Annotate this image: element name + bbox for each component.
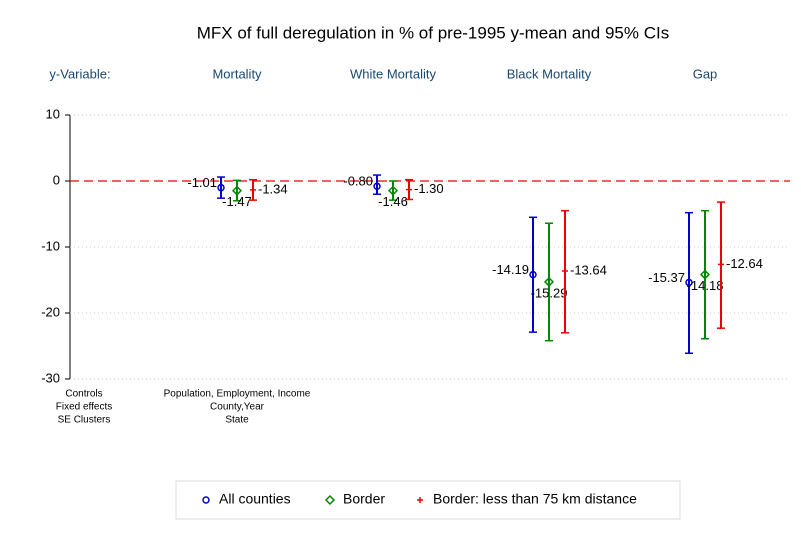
value-label: -1.46	[378, 194, 408, 209]
value-label: -13.64	[570, 262, 607, 277]
y-tick-label: -20	[41, 304, 60, 319]
header-label: y-Variable:	[49, 66, 110, 81]
note-value: State	[225, 415, 249, 426]
y-tick-label: 0	[53, 172, 60, 187]
note-label: Fixed effects	[56, 402, 113, 413]
marker	[217, 183, 225, 192]
marker	[718, 261, 724, 268]
marker	[406, 186, 412, 193]
marker	[417, 497, 423, 503]
value-label: -1.01	[187, 175, 217, 190]
legend-label: All counties	[219, 491, 291, 507]
marker	[324, 494, 336, 506]
note-value: County,Year	[210, 402, 265, 413]
y-tick-label: -10	[41, 238, 60, 253]
marker	[231, 185, 243, 196]
marker	[685, 278, 693, 287]
marker	[543, 276, 555, 287]
legend-label: Border: less than 75 km distance	[433, 491, 637, 507]
chart-title: MFX of full deregulation in % of pre-199…	[197, 23, 669, 42]
value-label: -12.64	[726, 256, 763, 271]
value-label: -14.18	[687, 278, 724, 293]
legend-label: Border	[343, 491, 385, 507]
marker	[529, 270, 537, 279]
value-label: -15.29	[531, 285, 568, 300]
category-header: White Mortality	[350, 66, 436, 81]
value-label: -1.47	[222, 194, 252, 209]
marker	[387, 185, 399, 196]
category-header: Black Mortality	[507, 66, 592, 81]
marker	[699, 269, 711, 280]
note-label: SE Clusters	[58, 415, 111, 426]
marker	[250, 186, 256, 193]
value-label: -1.30	[414, 181, 444, 196]
note-value: Population, Employment, Income	[164, 389, 311, 400]
value-label: -1.34	[258, 181, 288, 196]
y-tick-label: -30	[41, 370, 60, 385]
value-label: -0.80	[343, 174, 373, 189]
value-label: -14.19	[492, 262, 529, 277]
marker	[562, 268, 568, 275]
y-tick-label: 10	[46, 106, 60, 121]
category-header: Mortality	[212, 66, 262, 81]
marker	[373, 182, 381, 191]
category-header: Gap	[693, 66, 718, 81]
value-label: -15.37	[648, 270, 685, 285]
note-label: Controls	[65, 389, 102, 400]
legend-box	[175, 480, 681, 520]
marker	[202, 496, 210, 504]
